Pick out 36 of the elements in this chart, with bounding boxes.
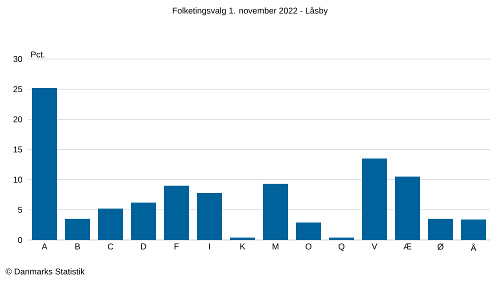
x-tick-label: V [372, 244, 378, 250]
x-tick-label: Å [470, 244, 476, 251]
x-tick-label: O [306, 244, 312, 250]
bar [197, 192, 222, 240]
x-tick-label: D [141, 244, 146, 250]
bar [65, 218, 90, 240]
y-tick-label: 30 [13, 56, 22, 62]
bar [362, 158, 388, 240]
y-axis-title: Pct. [31, 52, 44, 58]
bar [395, 176, 420, 240]
y-tick-label: 10 [14, 176, 22, 183]
bar [131, 202, 156, 240]
x-tick-label: K [240, 244, 246, 250]
bar [428, 218, 454, 240]
bar [164, 186, 190, 240]
bar [263, 184, 288, 240]
x-tick-label: I [209, 244, 210, 250]
y-tick-label: 20 [13, 116, 22, 122]
chart-title: Folketingsvalg 1. november 2022 - Låsby [172, 6, 328, 16]
x-tick-label: B [75, 244, 80, 250]
x-tick-label: F [174, 244, 179, 250]
x-tick-label: Ø [438, 244, 444, 250]
bar [461, 219, 486, 240]
x-tick-label: Æ [403, 244, 412, 250]
x-tick-label: C [108, 244, 114, 250]
text: © Danmarks Statistik [6, 268, 85, 274]
bar [98, 208, 124, 240]
x-tick-label: Q [338, 244, 344, 252]
x-tick-label: A [42, 244, 48, 250]
y-tick-label: 5 [18, 206, 22, 213]
y-tick-label: 25 [13, 86, 22, 92]
y-tick-label: 15 [14, 146, 22, 152]
y-tick-label: 0 [18, 237, 22, 243]
bar [296, 222, 322, 240]
bar [32, 88, 58, 240]
x-tick-label: M [272, 244, 278, 250]
